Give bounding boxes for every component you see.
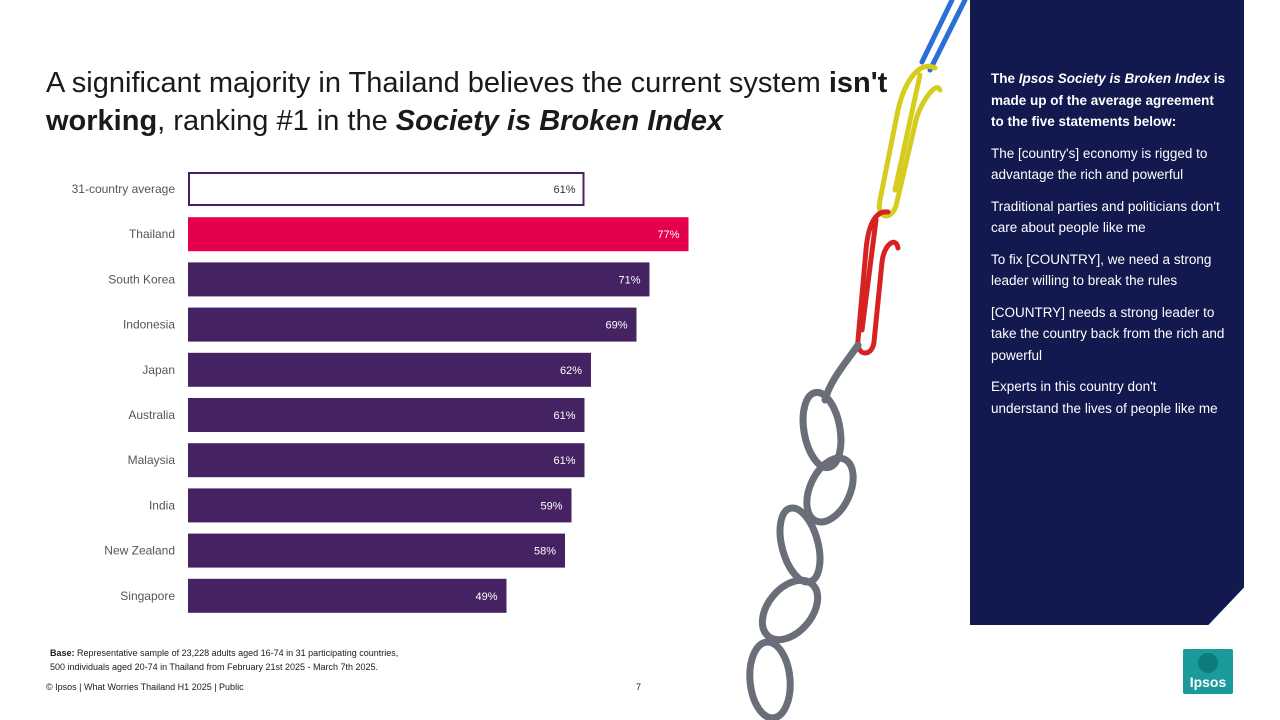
statement-4: [COUNTRY] needs a strong leader to take … (991, 304, 1225, 363)
category-label: Malaysia (128, 453, 176, 467)
page-number: 7 (636, 682, 642, 692)
statement-1: The [country's] economy is rigged to adv… (991, 145, 1208, 183)
value-label: 61% (553, 184, 575, 196)
category-label: Japan (142, 363, 175, 377)
statement-5: Experts in this country don't understand… (991, 379, 1218, 416)
bar (188, 307, 637, 342)
category-label: India (149, 498, 175, 512)
blue-paperclip (919, 0, 968, 73)
title-part1: A significant majority in Thailand belie… (46, 67, 829, 99)
bar-chart: 31-country average 61% Thailand 77% South Ko… (72, 172, 689, 613)
value-label: 61% (553, 455, 575, 467)
bar (188, 217, 689, 252)
bar (188, 172, 585, 206)
value-label: 59% (540, 500, 562, 512)
bar (188, 398, 585, 432)
bar (188, 262, 650, 297)
category-label: Thailand (129, 227, 175, 241)
category-label: New Zealand (104, 544, 175, 558)
value-label: 69% (605, 320, 627, 332)
value-label: 77% (657, 229, 679, 241)
statement-3: To fix [COUNTRY], we need a strong leade… (991, 251, 1212, 289)
logo-mark-icon (1198, 653, 1218, 673)
yellow-paperclip (876, 63, 943, 219)
statement-2: Traditional parties and politicians don'… (991, 198, 1220, 236)
title-bold: isn't working (46, 67, 888, 137)
bar (188, 488, 572, 523)
metal-chain (746, 341, 862, 720)
bar (188, 533, 565, 568)
category-label: Indonesia (123, 318, 175, 332)
value-label: 58% (534, 546, 556, 558)
bar (188, 578, 507, 613)
panel-intro: The Ipsos Society is Broken Index is mad… (991, 71, 1226, 129)
footer-text: © Ipsos | What Worries Thailand H1 2025 … (46, 682, 244, 692)
value-label: 71% (618, 274, 640, 286)
category-label: 31-country average (72, 182, 176, 196)
category-label: Singapore (120, 589, 175, 603)
bar (188, 352, 591, 387)
base-footnote: Base: Representative sample of 23,228 ad… (50, 648, 399, 672)
title-italic: Society is Broken Index (395, 105, 723, 137)
value-label: 62% (560, 365, 582, 377)
index-definition-panel: The Ipsos Society is Broken Index is mad… (970, 0, 1244, 625)
category-label: South Korea (108, 272, 175, 286)
value-label: 49% (475, 591, 497, 603)
chain-illustration (746, 0, 968, 720)
category-label: Australia (128, 408, 175, 422)
ipsos-logo: Ipsos (1183, 649, 1233, 694)
value-label: 61% (553, 410, 575, 422)
slide-title: A significant majority in Thailand belie… (46, 64, 906, 140)
red-paperclip (855, 209, 901, 356)
bar (188, 443, 585, 478)
logo-text: Ipsos (1189, 674, 1227, 690)
title-part2: , ranking #1 in the (157, 105, 396, 137)
